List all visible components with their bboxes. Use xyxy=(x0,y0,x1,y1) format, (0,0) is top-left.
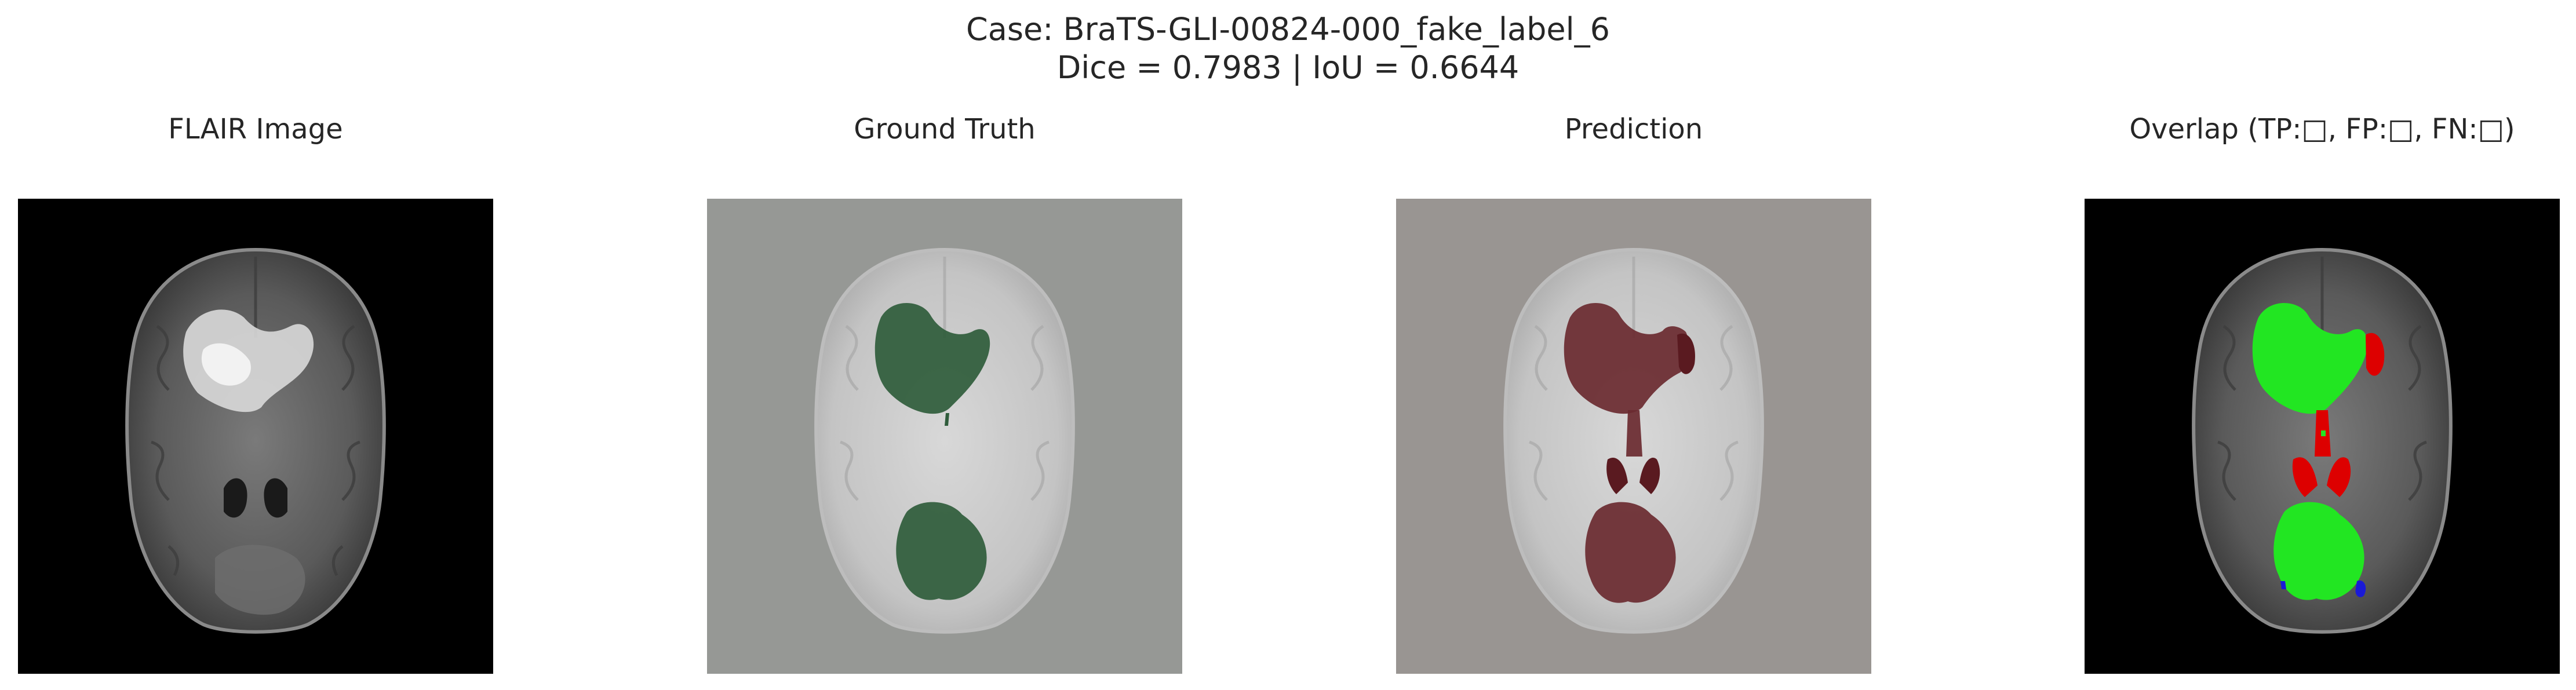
prediction-image xyxy=(1396,199,1871,674)
prediction-mask-lower xyxy=(1585,502,1676,603)
overlap-tp-upper xyxy=(2252,303,2368,414)
overlap-tp-lower xyxy=(2273,502,2364,600)
panel-title-prediction: Prediction xyxy=(1564,113,1703,145)
overlap-fp-upper xyxy=(2366,333,2385,376)
figure-title-metrics: Dice = 0.7983 | IoU = 0.6644 xyxy=(1056,49,1520,86)
ground-truth-image xyxy=(707,199,1182,674)
panel-title-overlap: Overlap (TP:□, FP:□, FN:□) xyxy=(2129,113,2515,145)
panel-title-ground-truth: Ground Truth xyxy=(854,113,1036,145)
figure-title-case: Case: BraTS-GLI-00824-000_fake_label_6 xyxy=(966,11,1610,48)
ground-truth-mask-lower xyxy=(896,502,987,600)
panel-title-flair: FLAIR Image xyxy=(168,113,343,145)
ground-truth-mask-upper xyxy=(875,303,990,414)
overlap-fn-lower xyxy=(2355,581,2366,597)
overlap-image xyxy=(2085,199,2560,674)
prediction-mask-upper xyxy=(1564,303,1689,414)
figure-title: Case: BraTS-GLI-00824-000_fake_label_6 D… xyxy=(0,10,2576,87)
flair-image xyxy=(18,199,493,674)
